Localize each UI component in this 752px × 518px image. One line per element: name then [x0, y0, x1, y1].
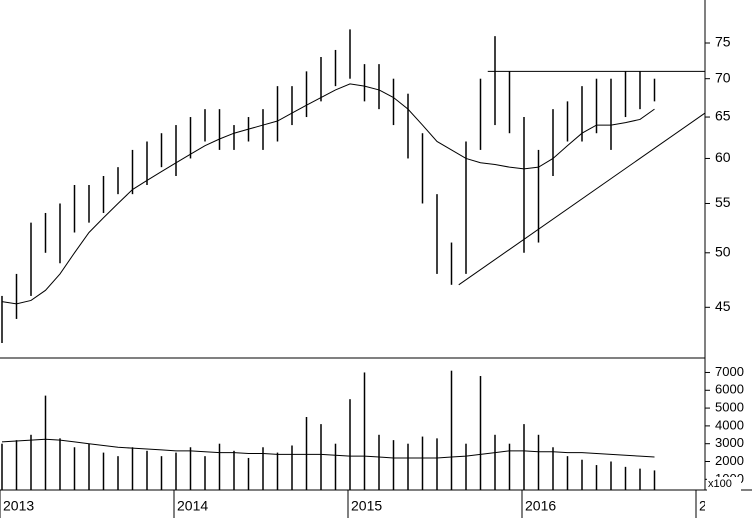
x-tick-label: 2013 — [3, 498, 34, 514]
plot-area: 2013 2014 2015 2016 2017 — [3, 498, 730, 514]
y-tick-label: 4000 — [715, 417, 744, 432]
y-tick-label: 55 — [715, 194, 731, 210]
y-tick-label: 5000 — [715, 400, 744, 415]
volume-panel: 1000200030004000500060007000x100 — [1, 364, 744, 491]
y-tick-label: 70 — [715, 69, 731, 85]
x-tick-label: 2016 — [525, 498, 556, 514]
x-tick-label: 2017 — [699, 498, 730, 514]
x-tick-label: 2015 — [351, 498, 382, 514]
y-tick-label: 50 — [715, 243, 731, 259]
unit-label: x100 — [708, 478, 732, 490]
unit-label-bg — [707, 477, 741, 491]
y-tick-label: 6000 — [715, 382, 744, 397]
y-tick-label: 7000 — [715, 364, 744, 379]
y-tick-label: 45 — [715, 298, 731, 314]
moving-average — [1, 83, 655, 305]
volume-average — [1, 438, 655, 459]
y-tick-label: 2000 — [715, 453, 744, 468]
y-tick-label: 65 — [715, 108, 731, 124]
y-tick-label: 3000 — [715, 435, 744, 450]
x-tick-label: 2014 — [177, 498, 208, 514]
y-tick-label: 75 — [715, 34, 731, 50]
trendline — [458, 112, 706, 286]
y-tick-label: 60 — [715, 149, 731, 165]
